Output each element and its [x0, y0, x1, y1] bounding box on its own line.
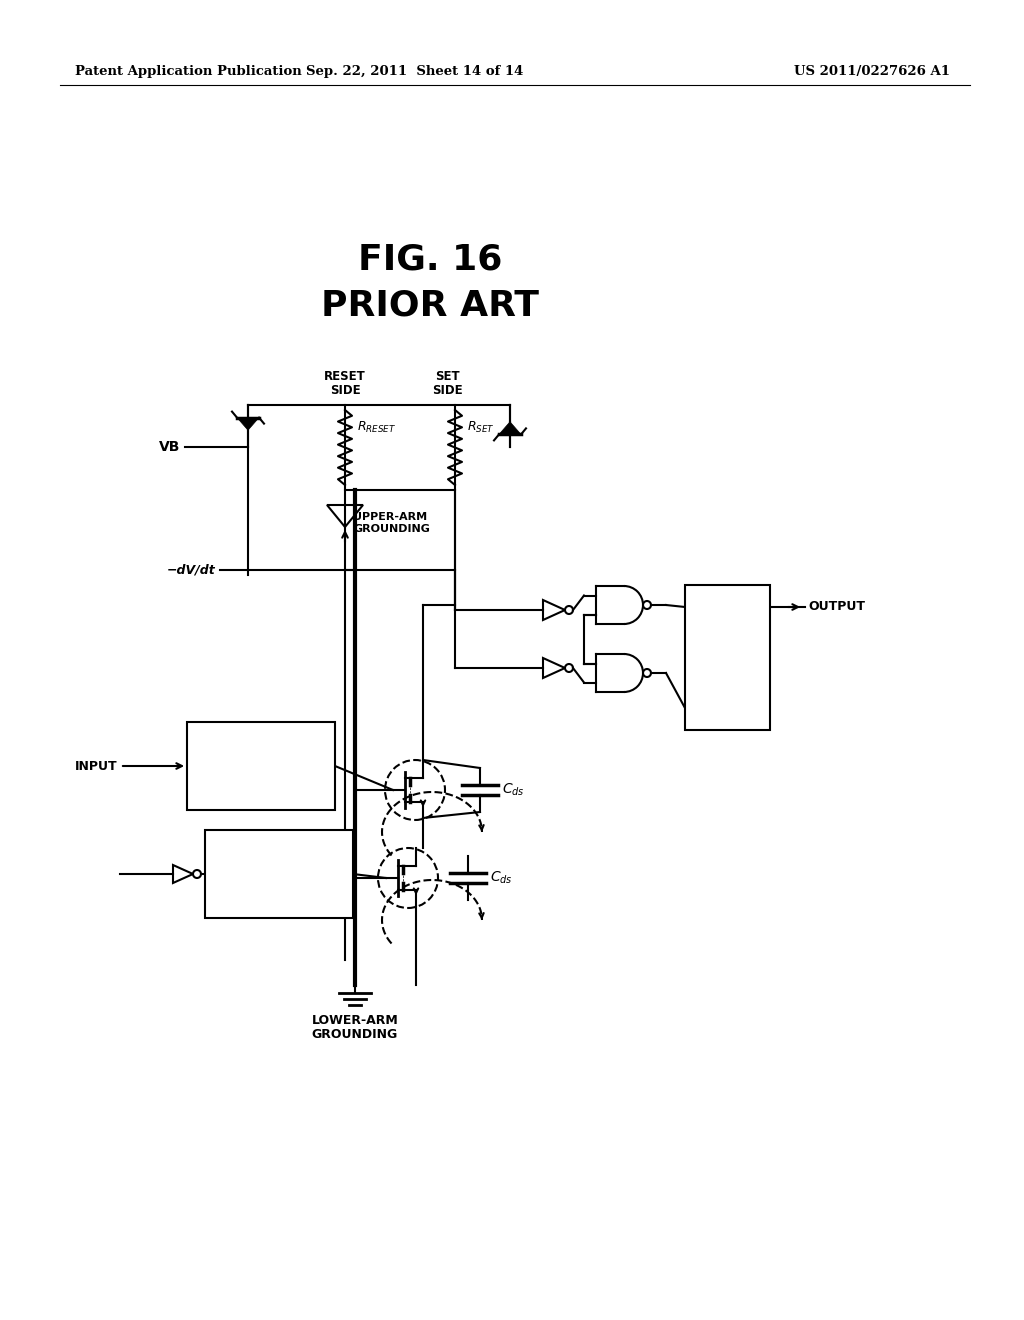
Text: $C_{ds}$: $C_{ds}$ [502, 781, 524, 799]
FancyBboxPatch shape [685, 585, 770, 730]
Text: GENERATION: GENERATION [239, 869, 319, 879]
Text: SIDE: SIDE [432, 384, 462, 396]
Text: FLOP: FLOP [710, 668, 745, 681]
Text: SET: SET [434, 371, 460, 384]
Text: $R_{SET}$: $R_{SET}$ [467, 420, 495, 434]
Text: Sep. 22, 2011  Sheet 14 of 14: Sep. 22, 2011 Sheet 14 of 14 [306, 66, 523, 78]
Text: SIDE: SIDE [330, 384, 360, 396]
Text: LOWER-ARM: LOWER-ARM [311, 1015, 398, 1027]
Text: INPUT: INPUT [76, 759, 118, 772]
Text: Patent Application Publication: Patent Application Publication [75, 66, 302, 78]
Text: VB: VB [159, 440, 180, 454]
Text: CIRCUIT: CIRCUIT [237, 776, 286, 785]
Polygon shape [499, 422, 521, 434]
Text: Q: Q [750, 601, 761, 614]
FancyBboxPatch shape [187, 722, 335, 810]
Text: −dV/dt: −dV/dt [166, 564, 215, 577]
Text: GENERATION: GENERATION [221, 762, 301, 771]
Text: PULSE: PULSE [241, 747, 281, 756]
Text: UPPER-ARM: UPPER-ARM [353, 512, 427, 521]
Text: PRIOR ART: PRIOR ART [321, 288, 539, 322]
Text: R: R [691, 701, 700, 714]
Text: OUTPUT: OUTPUT [808, 601, 865, 614]
Polygon shape [237, 417, 259, 430]
FancyBboxPatch shape [205, 830, 353, 917]
Text: RESET: RESET [325, 371, 366, 384]
Text: S: S [691, 601, 700, 614]
Text: ONE SHOT: ONE SHOT [228, 733, 293, 743]
Text: PULSE: PULSE [259, 855, 299, 865]
Text: GROUNDING: GROUNDING [353, 524, 430, 535]
Text: FIG. 16: FIG. 16 [357, 243, 502, 277]
Text: US 2011/0227626 A1: US 2011/0227626 A1 [794, 66, 950, 78]
Text: RS: RS [718, 639, 737, 652]
Text: ONE SHOT: ONE SHOT [247, 841, 311, 851]
Text: $R_{RESET}$: $R_{RESET}$ [357, 420, 396, 434]
Text: FLIP-: FLIP- [710, 653, 745, 667]
Text: $C_{ds}$: $C_{ds}$ [490, 870, 513, 886]
Text: GROUNDING: GROUNDING [312, 1028, 398, 1041]
Text: CIRCUIT: CIRCUIT [254, 884, 304, 894]
